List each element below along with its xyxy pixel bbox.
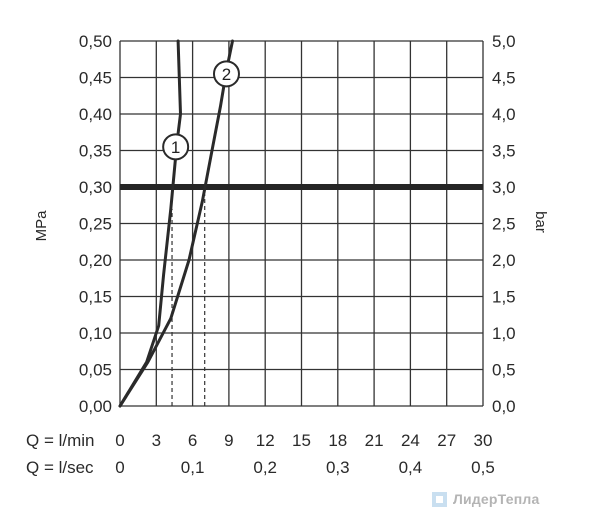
y-right-axis-label: bar [532, 211, 549, 233]
x-lsec-tick-label: 0,3 [326, 458, 350, 477]
curve-label-text: 1 [171, 138, 180, 157]
y-right-tick-label: 2,0 [492, 251, 516, 270]
y-left-tick-label: 0,45 [79, 69, 112, 88]
x-lmin-tick-label: 9 [224, 431, 233, 450]
x-row-lsec: 0 0,1 0,2 0,3 0,4 0,5 [115, 458, 495, 477]
guide-lines [171, 194, 206, 406]
curve-label-circle [162, 133, 190, 161]
y-left-tick-label: 0,30 [79, 178, 112, 197]
logo-icon [432, 491, 447, 507]
x-lmin-tick-label: 30 [474, 431, 493, 450]
x-lmin-tick-label: 27 [437, 431, 456, 450]
y-right-tick-label: 2,5 [492, 215, 516, 234]
y-left-tick-label: 0,10 [79, 324, 112, 343]
y-left-tick-label: 0,50 [79, 32, 112, 51]
x-lsec-tick-label: 0,4 [399, 458, 423, 477]
curve-label-circle [212, 60, 240, 88]
x-lsec-tick-label: 0,2 [253, 458, 277, 477]
x-lmin-tick-label: 3 [152, 431, 161, 450]
x-lmin-tick-label: 12 [256, 431, 275, 450]
x-lmin-tick-label: 21 [365, 431, 384, 450]
x-lmin-tick-label: 24 [401, 431, 420, 450]
y-left-tick-label: 0,00 [79, 397, 112, 416]
y-right-tick-label: 4,0 [492, 105, 516, 124]
watermark: ЛидерТепла [432, 488, 539, 510]
x-lsec-tick-label: 0,1 [181, 458, 205, 477]
y-left-tick-label: 0,40 [79, 105, 112, 124]
curve-label-text: 2 [222, 65, 231, 84]
x-lmin-tick-label: 6 [188, 431, 197, 450]
curve-labels: 12 [162, 60, 240, 161]
y-right-ticks: 0,0 0,5 1,0 1,5 2,0 2,5 3,0 3,5 4,0 4,5 5,0 [492, 32, 516, 416]
x-lmin-tick-label: 18 [328, 431, 347, 450]
y-left-tick-label: 0,35 [79, 142, 112, 161]
y-left-tick-label: 0,25 [79, 215, 112, 234]
x-lmin-tick-label: 0 [115, 431, 124, 450]
x-row-lmin: 0 3 6 9 12 15 18 21 24 27 30 [115, 431, 492, 450]
x-lmin-tick-label: 15 [292, 431, 311, 450]
y-left-ticks: 0,00 0,05 0,10 0,15 0,20 0,25 0,30 0,35 0,40 0,45… [79, 32, 112, 416]
y-left-tick-label: 0,15 [79, 288, 112, 307]
grid [119, 40, 484, 407]
watermark-text: ЛидерТепла [453, 491, 540, 507]
y-right-tick-label: 1,0 [492, 324, 516, 343]
y-right-tick-label: 0,5 [492, 361, 516, 380]
x-lsec-tick-label: 0,5 [471, 458, 495, 477]
y-left-axis-label: MPa [33, 210, 50, 242]
y-left-tick-label: 0,20 [79, 251, 112, 270]
y-right-tick-label: 3,5 [492, 142, 516, 161]
x-row-lsec-label: Q = l/sec [26, 458, 94, 477]
series-line-1 [118, 39, 182, 408]
y-left-tick-label: 0,05 [79, 361, 112, 380]
y-right-tick-label: 5,0 [492, 32, 516, 51]
y-right-tick-label: 4,5 [492, 69, 516, 88]
x-row-lmin-label: Q = l/min [26, 431, 95, 450]
y-right-tick-label: 0,0 [492, 397, 516, 416]
y-right-tick-label: 1,5 [492, 288, 516, 307]
y-right-tick-label: 3,0 [492, 178, 516, 197]
x-lsec-tick-label: 0 [115, 458, 124, 477]
